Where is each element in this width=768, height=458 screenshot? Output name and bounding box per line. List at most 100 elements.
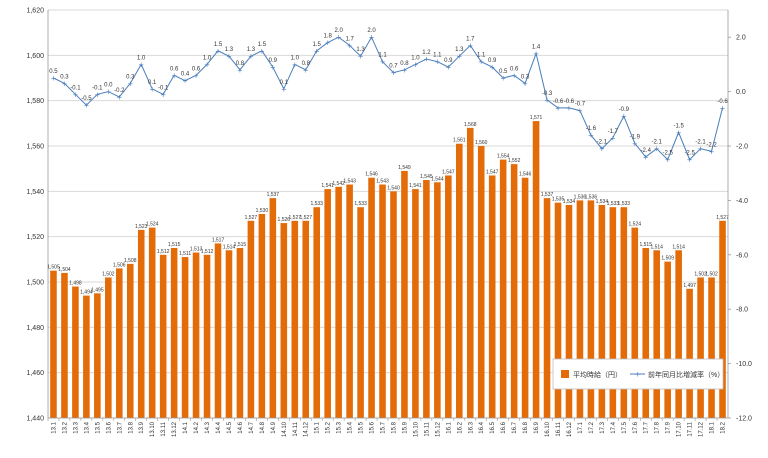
bar-data-label: 1,540: [387, 185, 400, 191]
bar-data-label: 1,514: [223, 244, 236, 250]
line-point-13.5: +: [94, 91, 100, 99]
line-point-14.11: +: [292, 61, 298, 69]
x-tick-label: 13.5: [95, 421, 101, 433]
y-right-tick-label: -4.0: [736, 198, 748, 205]
line-data-label: 1.8: [324, 34, 333, 40]
axes: 1,440 1,460 1,480 1,500 1,520 1,540 1,560 1,580…: [26, 8, 752, 438]
x-tick-label: 17.6: [633, 421, 639, 433]
line-data-label: 0.9: [269, 58, 278, 64]
bar-data-label: 1,533: [607, 201, 620, 207]
line-data-label: -0.1: [158, 85, 169, 91]
bar-17.2: [587, 200, 595, 418]
bar-data-label: 1,546: [519, 172, 532, 178]
bar-17.5: [620, 207, 628, 418]
x-tick-label: 17.3: [600, 421, 606, 433]
line-data-label: -2.1: [695, 140, 706, 146]
x-tick-label: 16.11: [556, 421, 562, 436]
bar-data-label: 1,524: [629, 222, 642, 228]
line-data-label: 1.2: [422, 50, 431, 56]
line-data-label: 1.5: [313, 42, 322, 48]
bar-data-label: 1,523: [135, 224, 148, 230]
bar-data-label: 1,541: [409, 183, 422, 189]
line-data-label: 1.0: [411, 55, 420, 61]
line-point-14.6: +: [237, 66, 243, 74]
bar-data-label: 1,515: [234, 242, 247, 248]
bar-data-label: 1,544: [431, 176, 444, 182]
bar-16.8: [521, 177, 529, 418]
x-tick-label: 16.1: [446, 421, 452, 433]
x-tick-label: 17.10: [677, 421, 683, 437]
x-tick-label: 15.8: [391, 421, 397, 433]
line-point-16.5: +: [489, 64, 495, 72]
line-point-17.4: +: [610, 134, 616, 142]
x-tick-label: 17.12: [699, 421, 705, 437]
bar-14.3: [203, 254, 211, 418]
x-tick-label: 14.1: [183, 421, 189, 433]
line-data-label: 1.1: [477, 53, 486, 59]
y-left-tick-label: 1,560: [26, 144, 44, 151]
line-data-label: -2.4: [641, 148, 652, 154]
line-data-label: 0.3: [126, 74, 135, 80]
bar-data-label: 1,530: [256, 208, 269, 214]
bar-14.9: [269, 198, 277, 418]
x-tick-label: 17.4: [611, 421, 617, 433]
line-point-14.5: +: [226, 53, 232, 61]
line-point-15.3: +: [336, 34, 342, 42]
bar-data-label: 1,502: [705, 271, 718, 277]
line-data-label: 0.0: [104, 83, 113, 89]
line-point-17.2: +: [588, 132, 594, 140]
y-left-tick-label: 1,460: [26, 370, 44, 377]
x-tick-label: 13.4: [84, 421, 90, 433]
bar-data-label: 1,514: [672, 244, 685, 250]
bar-data-label: 1,536: [585, 194, 598, 200]
x-tick-label: 15.7: [381, 421, 387, 433]
legend-label-line: 前年同月比増減率（%）: [648, 370, 724, 379]
line-data-label: 1.3: [356, 47, 365, 53]
bar-13.6: [105, 277, 112, 418]
line-point-13.11: +: [160, 91, 166, 99]
bar-data-label: 1,527: [245, 215, 258, 221]
line-data-label: -2.5: [684, 151, 695, 157]
y-right-tick-label: 0.0: [736, 89, 746, 96]
bar-data-label: 1,568: [464, 122, 477, 128]
line-data-label: 1.3: [247, 47, 256, 53]
line-point-16.8: +: [522, 80, 528, 88]
x-tick-label: 17.5: [622, 421, 628, 433]
bar-data-label: 1,534: [563, 199, 576, 205]
bar-14.2: [192, 252, 200, 418]
bar-13.10: [148, 227, 156, 418]
line-point-17.6: +: [632, 140, 638, 148]
x-tick-label: 16.8: [523, 421, 529, 433]
x-tick-label: 16.4: [479, 421, 485, 433]
x-tick-label: 14.7: [249, 421, 255, 433]
bar-data-label: 1,527: [289, 215, 302, 221]
line-data-label: -1.6: [586, 126, 597, 132]
x-tick-label: 16.2: [457, 421, 463, 433]
x-tick-label: 16.7: [512, 421, 518, 433]
line-data-label: 0.3: [60, 74, 69, 80]
line-data-label: 0.9: [444, 58, 453, 64]
line-point-16.9: +: [533, 50, 539, 58]
x-tick-label: 15.5: [359, 421, 365, 433]
line-data-label: -0.6: [564, 99, 575, 105]
bar-15.11: [423, 180, 430, 418]
x-tick-label: 16.6: [501, 421, 507, 433]
y-right-tick-label: -10.0: [736, 361, 752, 368]
line-data-label: -0.2: [114, 88, 125, 94]
bar-14.8: [258, 214, 266, 418]
bar-data-label: 1,504: [58, 267, 71, 273]
bar-data-label: 1,497: [683, 283, 696, 289]
x-tick-label: 13.10: [150, 421, 156, 437]
bar-data-label: 1,554: [497, 154, 510, 160]
bar-data-label: 1,502: [102, 271, 115, 277]
x-tick-label: 14.9: [271, 421, 277, 433]
bar-15.10: [412, 189, 419, 418]
line-data-label: 0.6: [510, 66, 519, 72]
bar-13.8: [126, 263, 134, 418]
x-tick-label: 13.7: [117, 421, 123, 433]
x-tick-label: 18.1: [710, 421, 716, 433]
bar-data-label: 1,527: [716, 215, 729, 221]
bar-data-label: 1,526: [278, 217, 291, 223]
x-tick-label: 14.4: [216, 421, 222, 433]
